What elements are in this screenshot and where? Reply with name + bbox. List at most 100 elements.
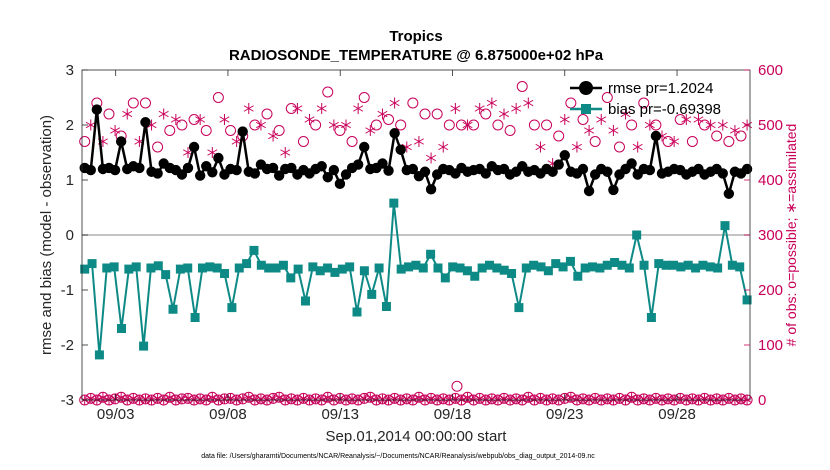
bias-point — [242, 259, 252, 269]
bias-point — [507, 269, 517, 278]
y-right-tick-label: 100 — [758, 337, 783, 354]
obs-assimilated-point — [486, 97, 497, 109]
bias-point — [212, 263, 222, 273]
bias-point — [94, 350, 104, 360]
rmse-point — [377, 158, 388, 169]
rmse-point — [389, 128, 400, 139]
obs-assimilated-point — [736, 393, 746, 404]
obs-possible-point — [200, 125, 212, 136]
obs-assimilated-point — [450, 103, 461, 114]
obs-assimilated-point — [584, 125, 595, 136]
obs-possible-point — [674, 114, 686, 125]
bias-point — [654, 259, 664, 269]
bias-point — [602, 260, 612, 270]
legend-rmse-marker — [579, 81, 593, 95]
obs-possible-point — [541, 119, 553, 131]
rmse-point — [152, 168, 163, 179]
rmse-point — [109, 164, 121, 176]
bias-point — [492, 263, 502, 273]
bias-point — [256, 260, 266, 270]
obs-possible-point — [443, 119, 455, 131]
bias-point — [352, 307, 362, 317]
obs-possible-point — [103, 108, 115, 120]
bias-point — [536, 262, 546, 272]
x-tick-label: 09/08 — [209, 406, 247, 423]
rmse-point — [559, 150, 570, 161]
x-tick-label: 09/03 — [97, 406, 135, 423]
bias-point — [337, 264, 347, 274]
obs-possible-point — [346, 136, 358, 147]
bias-point — [271, 263, 281, 273]
y-right-tick-label: 200 — [758, 282, 783, 299]
footnote: data file: /Users/gharamti/Documents/NCA… — [201, 453, 595, 460]
obs-assimilated-point — [639, 393, 649, 404]
bias-point — [713, 263, 723, 273]
obs-possible-point — [711, 130, 723, 142]
bias-point — [735, 262, 745, 272]
bias-point — [124, 264, 134, 274]
bias-point — [109, 262, 119, 272]
rmse-point — [322, 172, 333, 183]
legend-rmse-label: rmse pr=1.2024 — [608, 80, 713, 97]
bias-point — [190, 313, 200, 322]
bias-point — [742, 295, 752, 305]
rmse-point — [207, 167, 218, 178]
y-right-tick-label: 500 — [758, 117, 783, 134]
obs-assimilated-point — [608, 125, 619, 136]
bias-point — [234, 263, 244, 273]
obs-assimilated-point — [620, 108, 631, 120]
bias-point — [484, 260, 494, 270]
x-tick-label: 09/13 — [321, 406, 359, 423]
bias-point — [639, 260, 649, 270]
rmse-point — [237, 126, 248, 137]
bias-point — [249, 245, 259, 255]
bias-point — [367, 289, 377, 299]
rmse-point — [547, 166, 558, 177]
obs-assimilated-point — [195, 393, 205, 404]
rmse-point — [419, 166, 431, 177]
obs-assimilated-point — [353, 103, 364, 114]
obs-assimilated-point — [347, 393, 357, 404]
bias-point — [727, 260, 737, 270]
y-left-tick-label: 1 — [66, 172, 74, 189]
bias-point — [646, 313, 656, 322]
rmse-point — [352, 159, 364, 170]
y-left-tick-label: -1 — [61, 282, 74, 299]
rmse-point — [316, 161, 327, 172]
y-left-tick-label: -2 — [61, 337, 74, 354]
obs-assimilated-point — [340, 119, 352, 131]
obs-possible-point — [431, 108, 443, 120]
bias-point — [448, 262, 458, 272]
obs-assimilated-point — [158, 108, 169, 120]
x-tick-label: 09/28 — [658, 406, 696, 423]
bias-point — [632, 230, 642, 240]
obs-assimilated-point — [548, 393, 558, 404]
chart-subtitle: RADIOSONDE_TEMPERATURE @ 6.875000e+02 hP… — [229, 47, 604, 64]
rmse-point — [286, 162, 297, 174]
obs-assimilated-point — [602, 393, 612, 404]
bias-point — [411, 260, 421, 270]
obs-possible-point — [723, 136, 735, 147]
obs-possible-point — [480, 108, 492, 120]
rmse-point — [407, 163, 419, 175]
obs-assimilated-point — [535, 141, 546, 153]
obs-possible-point — [419, 108, 431, 120]
y-axis-label-left: rmse and bias (model - observation) — [38, 115, 55, 355]
obs-assimilated-point — [559, 114, 570, 125]
rmse-point — [395, 144, 406, 155]
bias-point — [374, 263, 384, 273]
obs-possible-point — [504, 125, 516, 136]
bias-point — [521, 263, 531, 273]
bias-point — [315, 266, 325, 276]
obs-assimilated-point — [498, 108, 510, 120]
obs-assimilated-point — [462, 119, 473, 131]
obs-assimilated-point — [438, 393, 448, 404]
rmse-point — [231, 164, 242, 176]
obs-possible-point — [686, 136, 698, 147]
bias-point — [543, 266, 553, 276]
obs-assimilated-point — [687, 393, 697, 404]
obs-possible-point — [638, 97, 650, 109]
rmse-point — [249, 168, 261, 179]
bias-point — [286, 273, 296, 283]
